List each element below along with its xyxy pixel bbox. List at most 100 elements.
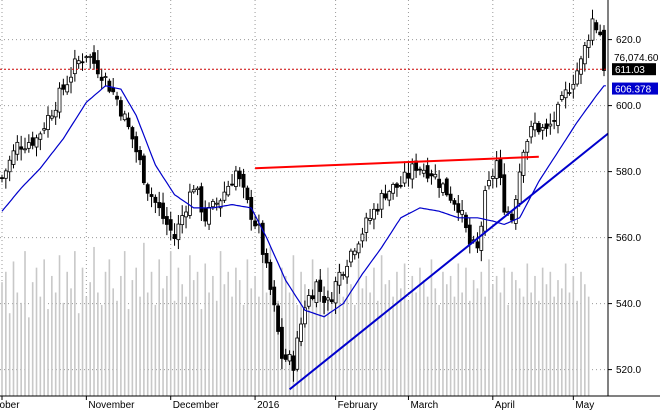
volume-bar: [250, 288, 253, 396]
volume-bar: [357, 259, 360, 396]
volume-bar: [572, 275, 575, 396]
volume-bar: [28, 317, 30, 396]
volume-bar: [557, 280, 559, 396]
candle-body: [494, 160, 499, 179]
volume-bar: [580, 271, 582, 396]
volume-bar: [189, 255, 191, 396]
volume-bar: [204, 263, 207, 396]
candle-body: [452, 200, 457, 205]
last-price-box: [612, 63, 656, 76]
volume-bar: [419, 267, 421, 396]
candle-body: [230, 183, 234, 186]
volume-bar: [131, 280, 134, 396]
y-tick-label: 600.0: [616, 101, 641, 112]
volume-bar: [93, 246, 95, 396]
candle-body: [548, 123, 553, 127]
volume-bar: [576, 300, 578, 396]
volume-bar: [35, 267, 38, 396]
candle-body: [387, 191, 392, 201]
candle-body: [218, 200, 223, 209]
candle-body: [99, 76, 104, 81]
volume-bar: [104, 271, 107, 396]
candle-body: [536, 122, 541, 133]
volume-bar: [242, 304, 245, 396]
candle-body: [372, 208, 376, 220]
candle-body: [180, 215, 185, 226]
candle-body: [487, 180, 491, 187]
last-price-label: 611.03: [615, 65, 645, 76]
candle-body: [46, 115, 50, 130]
volume-bar: [330, 292, 333, 396]
volume-bar: [200, 309, 203, 396]
volume-bar: [277, 300, 279, 396]
volume-bar: [430, 259, 433, 396]
volume-bar: [97, 292, 99, 396]
candle-body: [134, 136, 139, 153]
candle-body: [448, 193, 453, 201]
volume-bar: [376, 300, 379, 396]
candle-body: [222, 191, 227, 201]
volume-bar: [476, 288, 479, 396]
candle-body: [233, 170, 238, 187]
volume-bar: [434, 288, 437, 396]
candle-body: [299, 323, 303, 342]
volume-bar: [58, 255, 61, 396]
candle-body: [586, 39, 591, 48]
volume-bar: [31, 282, 34, 396]
x-tick-label: October: [0, 400, 20, 411]
candle-body: [161, 202, 165, 219]
candle-body: [241, 173, 246, 188]
candle-body: [333, 281, 338, 304]
volume-bar: [545, 284, 548, 396]
volume-bar: [212, 275, 214, 396]
candle-body: [579, 58, 583, 75]
volume-bar: [426, 296, 429, 396]
volume-bar: [150, 271, 153, 396]
volume-bar: [273, 280, 276, 396]
volume-bar: [265, 292, 268, 396]
volume-bar: [235, 267, 237, 396]
candle-body: [0, 177, 4, 179]
volume-bar: [380, 255, 383, 396]
candle-body: [92, 52, 96, 64]
volume-bar: [353, 304, 356, 396]
candle-body: [103, 76, 108, 78]
candle-body: [345, 265, 349, 278]
candle-body: [203, 207, 208, 222]
volume-bar: [223, 284, 226, 396]
candle-body: [567, 92, 572, 94]
candle-body: [598, 31, 603, 36]
volume-bar: [269, 246, 272, 396]
candle-body: [314, 281, 319, 304]
volume-bar: [231, 296, 233, 396]
volume-bar: [192, 280, 195, 396]
volume-bar: [288, 292, 291, 396]
candle-body: [529, 125, 534, 138]
volume-bar: [507, 304, 509, 396]
candle-body: [268, 261, 273, 290]
candle-body: [295, 337, 300, 370]
volume-bar: [108, 259, 111, 396]
candle-body: [406, 172, 411, 179]
candle-body: [172, 234, 177, 239]
candle-body: [521, 151, 526, 176]
volume-bar: [384, 284, 387, 396]
volume-bar: [561, 288, 563, 396]
volume-bar: [166, 275, 168, 396]
candle-body: [287, 353, 292, 362]
volume-bar: [77, 313, 80, 396]
candle-body: [391, 183, 396, 194]
candle-body: [441, 183, 445, 193]
volume-bar: [449, 275, 452, 396]
volume-bar: [89, 282, 91, 396]
candlesticks: [0, 9, 606, 382]
x-tick-label: November: [88, 400, 135, 411]
candle-body: [594, 22, 599, 31]
gridlines: [0, 0, 608, 396]
volume-bar: [135, 267, 138, 396]
candle-body: [418, 168, 422, 171]
candle-body: [329, 299, 334, 303]
candle-body: [410, 163, 415, 180]
